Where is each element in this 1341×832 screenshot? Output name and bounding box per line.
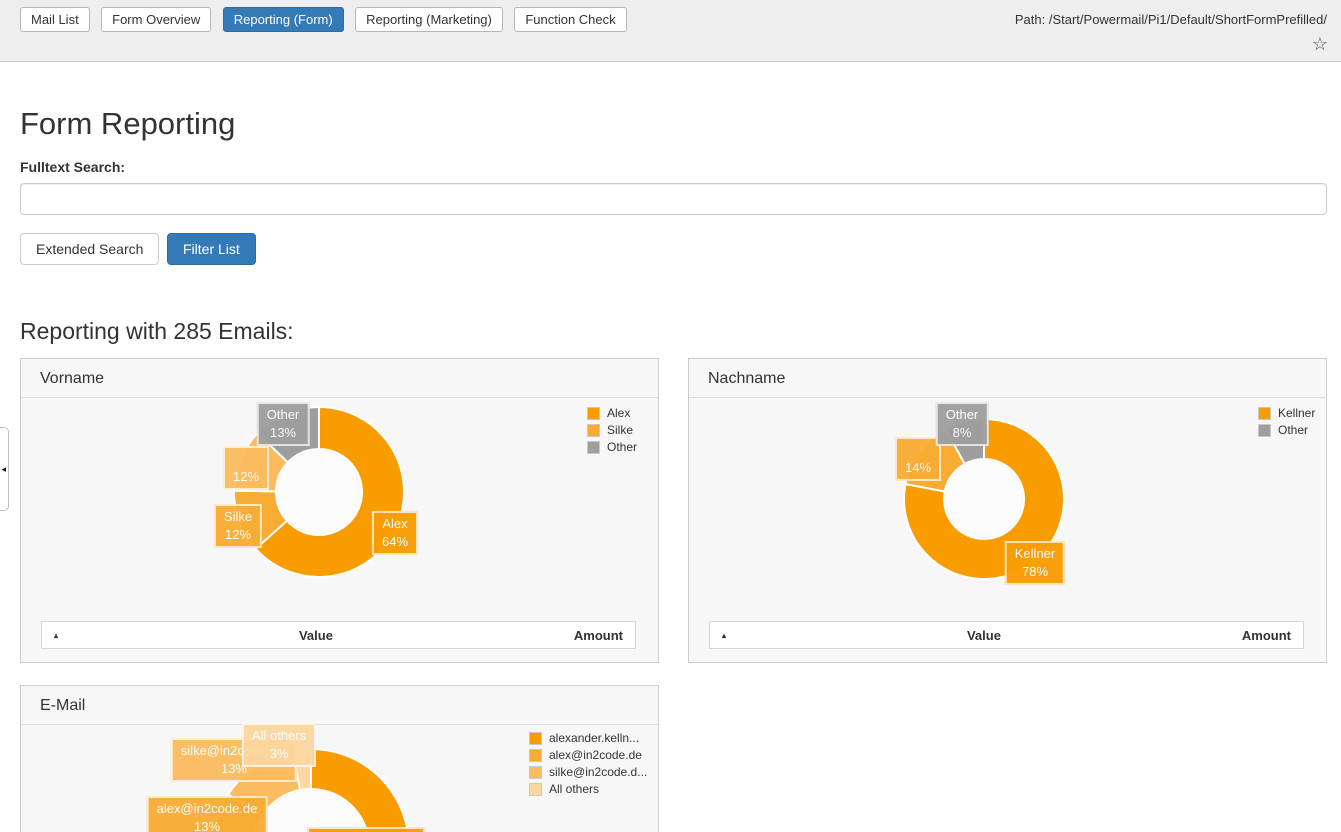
donut-chart-nachname: Kellner78% 14%Other8% Kellner Other (689, 399, 1326, 621)
sidebar-collapse-handle[interactable]: ◂ (0, 427, 9, 511)
donut-svg (689, 399, 1326, 621)
column-header-amount[interactable]: Amount (1242, 628, 1303, 643)
slice-label: Silke12% (214, 504, 262, 548)
legend-swatch-icon (1258, 407, 1271, 420)
sort-caret-up-icon[interactable]: ▴ (42, 631, 58, 640)
column-header-value[interactable]: Value (726, 628, 1242, 643)
legend-swatch-icon (529, 783, 542, 796)
slice-label: Alex64% (372, 511, 418, 555)
extended-search-button[interactable]: Extended Search (20, 233, 159, 265)
column-header-amount[interactable]: Amount (574, 628, 635, 643)
legend-swatch-icon (587, 407, 600, 420)
slice-label: Other8% (936, 402, 989, 446)
page-title: Form Reporting (20, 106, 235, 142)
slice-label: alex@in2code.de13% (147, 796, 268, 832)
legend-label: silke@in2code.d... (549, 765, 647, 779)
donut-chart-email: alexander.kelln...71% alex@in2code.de13% s… (21, 726, 658, 832)
fulltext-search-input[interactable] (20, 183, 1327, 215)
legend-swatch-icon (529, 766, 542, 779)
legend-swatch-icon (587, 441, 600, 454)
fulltext-search-label: Fulltext Search: (20, 159, 125, 175)
collapse-arrow-icon: ◂ (1, 464, 6, 475)
donut-svg (21, 399, 658, 621)
panel-title: Vorname (21, 359, 658, 398)
slice-label: 14% (895, 437, 941, 481)
legend-label: Kellner (1278, 406, 1315, 420)
slice-label: Kellner78% (1005, 541, 1065, 585)
legend-label: alex@in2code.de (549, 748, 642, 762)
tab-form-overview[interactable]: Form Overview (101, 7, 211, 32)
filter-list-button[interactable]: Filter List (167, 233, 256, 265)
chart-legend: Kellner Other (1258, 406, 1315, 440)
legend-swatch-icon (529, 749, 542, 762)
legend-label: Other (1278, 423, 1308, 437)
chart-legend: Alex Silke Other (587, 406, 637, 457)
panel-title: Nachname (689, 359, 1326, 398)
slice-label: alexander.kelln...71% (307, 827, 425, 832)
legend-item: silke@in2code.d... (529, 765, 647, 779)
panel-email: E-Mail alexander.kelln...71% alex@in2code… (20, 685, 659, 832)
result-table-header: ▴ Value Amount (709, 621, 1304, 649)
legend-swatch-icon (529, 732, 542, 745)
legend-item: Alex (587, 406, 637, 420)
tab-function-check[interactable]: Function Check (514, 7, 626, 32)
panel-vorname: Vorname Alex64% Silke12% 12%Other13% Alex S… (20, 358, 659, 663)
breadcrumb-path: Path: /Start/Powermail/Pi1/Default/Short… (1015, 12, 1327, 27)
panel-nachname: Nachname Kellner78% 14%Other8% Kellner Oth… (688, 358, 1327, 663)
legend-item: alex@in2code.de (529, 748, 647, 762)
legend-item: Other (1258, 423, 1315, 437)
legend-swatch-icon (587, 424, 600, 437)
donut-hole (946, 461, 1022, 537)
column-header-value[interactable]: Value (58, 628, 574, 643)
tab-reporting-marketing[interactable]: Reporting (Marketing) (355, 7, 503, 32)
chart-legend: alexander.kelln... alex@in2code.de silke@i… (529, 731, 647, 799)
section-heading: Reporting with 285 Emails: (20, 318, 294, 345)
legend-label: Alex (607, 406, 630, 420)
tab-reporting-form[interactable]: Reporting (Form) (223, 7, 344, 32)
legend-item: All others (529, 782, 647, 796)
legend-item: alexander.kelln... (529, 731, 647, 745)
result-table-header: ▴ Value Amount (41, 621, 636, 649)
legend-item: Other (587, 440, 637, 454)
legend-label: alexander.kelln... (549, 731, 639, 745)
sort-caret-up-icon[interactable]: ▴ (710, 631, 726, 640)
legend-swatch-icon (1258, 424, 1271, 437)
donut-hole (278, 451, 360, 533)
slice-label: 12% (223, 446, 269, 490)
legend-label: All others (549, 782, 599, 796)
legend-label: Silke (607, 423, 633, 437)
tab-mail-list[interactable]: Mail List (20, 7, 90, 32)
legend-label: Other (607, 440, 637, 454)
bookmark-star-icon[interactable]: ☆ (1312, 34, 1328, 55)
slice-label: All others3% (242, 723, 316, 767)
slice-label: Other13% (257, 402, 310, 446)
module-tabs: Mail List Form Overview Reporting (Form)… (20, 7, 634, 32)
legend-item: Silke (587, 423, 637, 437)
docheader: Mail List Form Overview Reporting (Form)… (0, 0, 1341, 62)
donut-chart-vorname: Alex64% Silke12% 12%Other13% Alex Silke Othe… (21, 399, 658, 621)
panel-title: E-Mail (21, 686, 658, 725)
legend-item: Kellner (1258, 406, 1315, 420)
